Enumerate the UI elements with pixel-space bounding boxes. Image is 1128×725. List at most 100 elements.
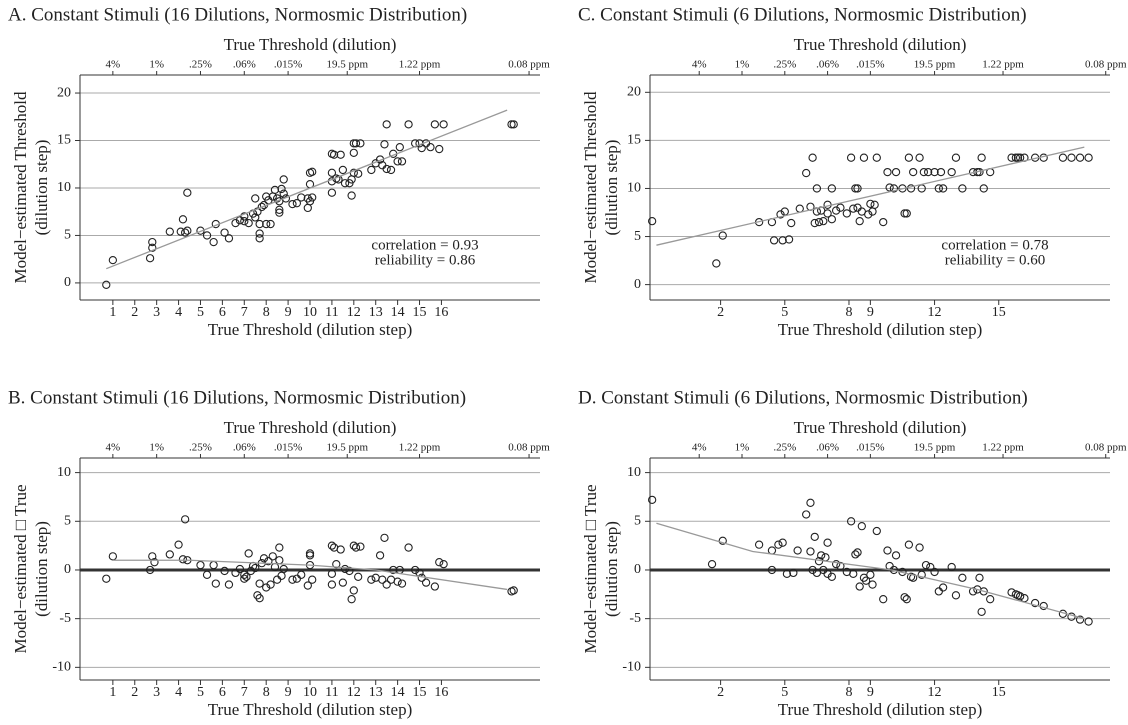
- scatter-point: [336, 150, 345, 159]
- scatter-point: [421, 578, 431, 587]
- y-tick-label: 10: [57, 465, 71, 480]
- x-tick-label: 13: [369, 305, 383, 320]
- scatter-point: [224, 580, 234, 589]
- x2-tick-label: .015%: [274, 59, 302, 71]
- x-tick-label: 6: [219, 305, 226, 320]
- scatter-point: [393, 157, 402, 166]
- x2-tick-label: 4%: [692, 442, 707, 454]
- scatter-point: [275, 205, 284, 214]
- scatter-point: [255, 234, 264, 243]
- scatter-point: [329, 150, 339, 159]
- scatter-point: [439, 559, 448, 569]
- scatter-point: [938, 184, 948, 193]
- scatter-point: [244, 549, 253, 558]
- scatter-point: [866, 199, 875, 208]
- scatter-point: [354, 572, 363, 581]
- scatter-point: [827, 184, 837, 193]
- x-tick-label: 12: [347, 685, 361, 700]
- scatter-point: [1013, 153, 1023, 162]
- scatter-point: [277, 184, 286, 194]
- y-tick-label: 20: [627, 85, 641, 100]
- scatter-point: [808, 153, 817, 162]
- scatter-point: [846, 517, 856, 526]
- scatter-point: [868, 580, 877, 589]
- scatter-point: [778, 538, 787, 547]
- y-tick-label: -5: [629, 611, 641, 626]
- x2-tick-label: 4%: [106, 59, 121, 71]
- scatter-point: [389, 565, 398, 575]
- y-tick-label: 15: [627, 133, 641, 148]
- scatter-point: [774, 540, 783, 549]
- scatter-point: [1015, 592, 1025, 601]
- scatter-point: [338, 165, 348, 175]
- scatter-point: [303, 581, 312, 590]
- scatter-point: [332, 559, 341, 569]
- x-tick-label: 12: [347, 305, 361, 320]
- scatter-point: [947, 167, 956, 177]
- scatter-point: [509, 120, 518, 129]
- y-tick-label: 0: [64, 275, 71, 290]
- scatter-point: [351, 139, 361, 148]
- scatter-point: [108, 552, 118, 561]
- scatter-point: [196, 226, 205, 235]
- y-tick-label: -10: [622, 660, 641, 675]
- scatter-point: [986, 595, 995, 604]
- x-tick-label: 12: [928, 305, 942, 320]
- scatter-point: [906, 184, 916, 193]
- scatter-point: [1020, 594, 1029, 603]
- scatter-point: [853, 548, 862, 557]
- y-axis-label: Model−estimated Threshold: [11, 91, 30, 283]
- scatter-point: [235, 564, 245, 574]
- scatter-point: [268, 552, 277, 561]
- scatter-point: [327, 569, 337, 579]
- scatter-point: [430, 582, 440, 591]
- scatter-point: [767, 546, 777, 555]
- scatter-point: [1039, 153, 1048, 162]
- scatter-point: [836, 203, 845, 212]
- scatter-point: [930, 167, 939, 177]
- panel-title: D. Constant Stimuli (6 Dilutions, Normos…: [578, 387, 1028, 408]
- scatter-point: [821, 553, 830, 562]
- scatter-point: [879, 217, 888, 227]
- y-tick-label: 0: [634, 562, 641, 577]
- x2-tick-label: .015%: [856, 59, 884, 71]
- scatter-point: [327, 580, 337, 589]
- x-tick-label: 3: [153, 305, 160, 320]
- scatter-point: [202, 231, 212, 240]
- scatter-point: [778, 236, 787, 245]
- x-tick-label: 12: [928, 685, 942, 700]
- scatter-point: [509, 586, 518, 595]
- scatter-point: [102, 280, 111, 289]
- x-tick-label: 5: [197, 305, 204, 320]
- scatter-point: [1084, 153, 1093, 162]
- scatter-point: [240, 217, 249, 226]
- scatter-point: [150, 558, 159, 567]
- scatter-point: [145, 254, 155, 263]
- scatter-point: [435, 558, 444, 567]
- scatter-point: [347, 191, 356, 200]
- scatter-point: [870, 200, 879, 209]
- scatter-point: [707, 559, 717, 569]
- scatter-point: [823, 538, 832, 547]
- scatter-point: [145, 565, 155, 575]
- x2-tick-label: .06%: [233, 59, 256, 71]
- scatter-point: [165, 227, 174, 236]
- scatter-point: [1030, 598, 1040, 608]
- x2-tick-label: 0.08 ppm: [1085, 59, 1127, 71]
- x2-tick-label: .06%: [816, 442, 839, 454]
- scatter-point: [255, 579, 264, 588]
- scatter-point: [859, 153, 869, 162]
- scatter-point: [382, 580, 391, 589]
- annotation: correlation = 0.78: [941, 237, 1048, 253]
- x-tick-label: 16: [434, 685, 448, 700]
- scatter-point: [789, 568, 798, 578]
- scatter-point: [802, 168, 811, 178]
- x-tick-label: 6: [219, 685, 226, 700]
- x-tick-label: 13: [369, 685, 383, 700]
- x2-axis-label: True Threshold (dilution): [794, 418, 967, 437]
- scatter-point: [367, 575, 376, 584]
- scatter-point: [806, 547, 815, 556]
- y-tick-label: 10: [627, 181, 641, 196]
- scatter-point: [340, 179, 350, 188]
- scatter-point: [979, 184, 988, 193]
